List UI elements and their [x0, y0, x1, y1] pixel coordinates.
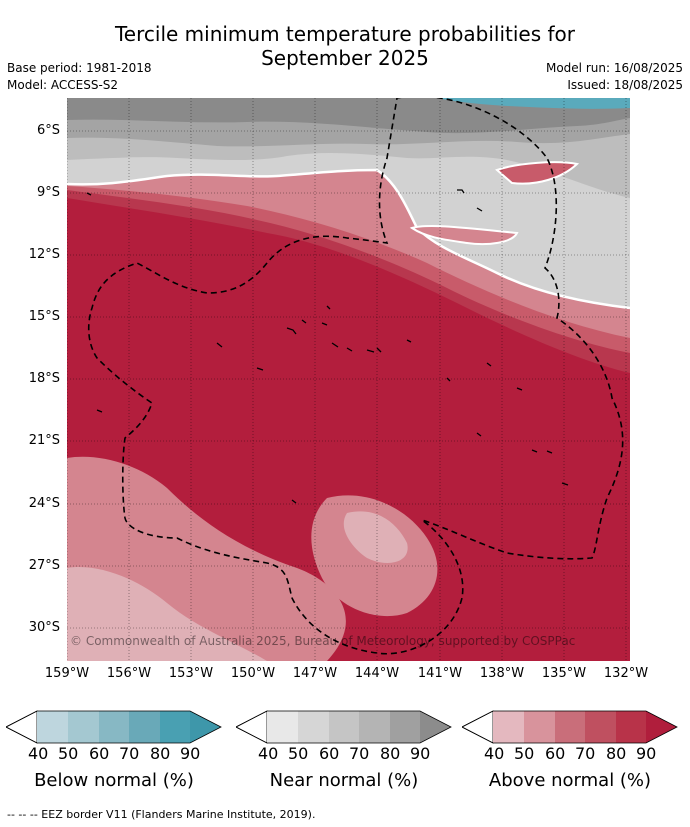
above-tick: 60 — [545, 744, 566, 763]
below-60-area — [437, 98, 630, 109]
lon-label: 144°W — [354, 666, 400, 681]
near-tick: 90 — [410, 744, 431, 763]
above-tick: 90 — [636, 744, 657, 763]
issued-date: Issued: 18/08/2025 — [567, 78, 683, 92]
model-run: Model run: 16/08/2025 — [545, 61, 683, 75]
lon-label: 156°W — [106, 666, 152, 681]
lat-label: 21°S — [28, 433, 60, 448]
above-normal-colorbar — [462, 710, 678, 744]
above-60-patch — [409, 224, 519, 246]
lon-label: 147°W — [292, 666, 338, 681]
copyright-notice: © Commonwealth of Australia 2025, Bureau… — [70, 634, 576, 648]
above-50-south-b — [67, 567, 267, 661]
title-line-2: September 2025 — [261, 46, 429, 70]
map-title: Tercile minimum temperature probabilitie… — [0, 22, 690, 70]
below-tick: 50 — [58, 744, 79, 763]
below-tick: 70 — [119, 744, 140, 763]
above-tick: 70 — [575, 744, 596, 763]
islands — [86, 189, 569, 504]
lon-label: 135°W — [541, 666, 587, 681]
lat-label: 30°S — [28, 620, 60, 635]
below-tick: 90 — [180, 744, 201, 763]
meta-right: Model run: 16/08/2025 Issued: 18/08/2025 — [546, 60, 683, 94]
below-normal-title: Below normal (%) — [34, 770, 194, 791]
below-tick: 40 — [28, 744, 49, 763]
title-line-1: Tercile minimum temperature probabilitie… — [114, 22, 576, 46]
near-70-area — [67, 98, 630, 134]
model-name: Model: ACCESS-S2 — [7, 78, 119, 92]
lat-label: 24°S — [28, 496, 60, 511]
above-tick: 80 — [606, 744, 627, 763]
lat-label: 18°S — [28, 371, 60, 386]
eez-footnote: -- -- -- EEZ border V11 (Flanders Marine… — [7, 808, 316, 821]
near-tick: 70 — [349, 744, 370, 763]
below-normal-colorbar — [6, 710, 222, 744]
tercile-boundary — [67, 168, 630, 310]
above-70-patch — [495, 161, 580, 185]
lat-label: 15°S — [28, 309, 60, 324]
above-50-east — [343, 511, 408, 563]
above-tick: 40 — [484, 744, 505, 763]
above-normal-title: Above normal (%) — [488, 770, 652, 791]
near-tick: 80 — [380, 744, 401, 763]
graticule — [67, 98, 630, 661]
lon-label: 150°W — [230, 666, 276, 681]
lat-label: 6°S — [36, 123, 60, 138]
lon-label: 141°W — [417, 666, 463, 681]
near-tick: 40 — [258, 744, 279, 763]
above-tick: 50 — [514, 744, 535, 763]
lon-label: 138°W — [479, 666, 525, 681]
lon-label: 159°W — [44, 666, 90, 681]
near-tick: 60 — [319, 744, 340, 763]
lat-label: 12°S — [28, 247, 60, 262]
near-normal-title: Near normal (%) — [269, 770, 419, 791]
below-tick: 80 — [150, 744, 171, 763]
base-period: Base period: 1981-2018 — [7, 61, 152, 75]
probability-map — [67, 98, 630, 661]
near-tick: 50 — [288, 744, 309, 763]
lon-label: 132°W — [603, 666, 649, 681]
below-tick: 60 — [89, 744, 110, 763]
meta-left: Base period: 1981-2018 Model: ACCESS-S2 — [7, 60, 152, 94]
lat-label: 9°S — [36, 185, 60, 200]
lat-label: 27°S — [28, 558, 60, 573]
near-normal-colorbar — [236, 710, 452, 744]
lon-label: 153°W — [168, 666, 214, 681]
